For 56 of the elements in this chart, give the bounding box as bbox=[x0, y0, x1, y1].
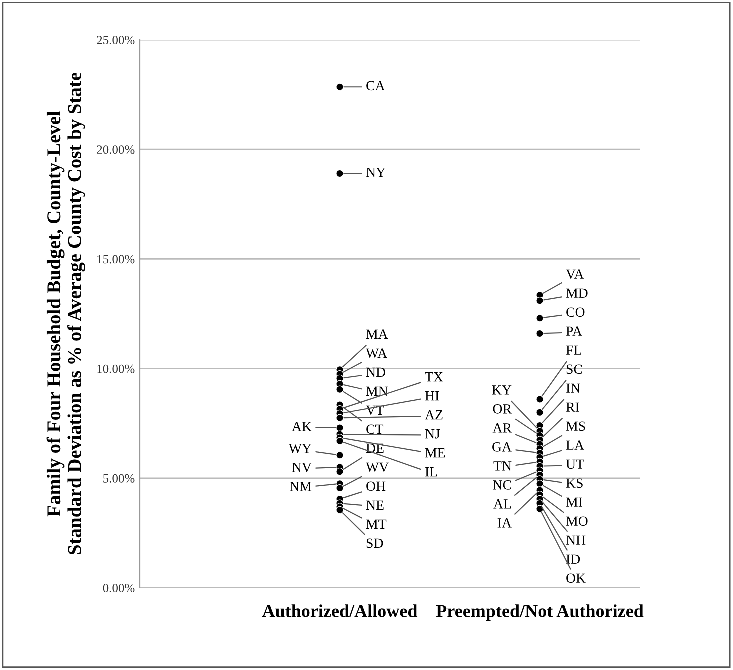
y-tick-label: 0.00% bbox=[103, 584, 135, 593]
annotation: OH bbox=[366, 482, 386, 492]
annotation: LA bbox=[566, 440, 584, 450]
annotation: KY bbox=[492, 386, 512, 395]
y-tick-label: 25.00% bbox=[97, 36, 135, 45]
y-tick-label: 5.00% bbox=[104, 474, 135, 483]
annotation: ND bbox=[366, 368, 386, 377]
annotation: OK bbox=[566, 574, 586, 584]
annotation: NV bbox=[292, 463, 312, 472]
annotation: AZ bbox=[425, 410, 443, 420]
x-tick-label: Preempted/Not Authorized bbox=[436, 604, 644, 622]
annotation: MA bbox=[366, 330, 388, 339]
annotation: NJ bbox=[425, 430, 440, 439]
annotation: ME bbox=[425, 448, 446, 458]
annotation: MD bbox=[566, 288, 588, 298]
y-tick-label: 10.00% bbox=[98, 364, 135, 374]
annotation: KS bbox=[566, 478, 583, 488]
annotation: IA bbox=[498, 518, 512, 528]
annotation: GA bbox=[492, 442, 512, 452]
x-tick-label: Authorized/Allowed bbox=[262, 604, 418, 618]
annotation: CT bbox=[366, 424, 384, 434]
annotation: AR bbox=[492, 424, 512, 433]
annotation: IN bbox=[566, 384, 580, 393]
annotation: AL bbox=[494, 500, 512, 509]
annotation: MS bbox=[566, 422, 586, 432]
annotation: VA bbox=[566, 270, 584, 280]
annotation: HI bbox=[425, 392, 440, 401]
annotation: SC bbox=[566, 364, 582, 374]
annotation: WV bbox=[366, 462, 389, 472]
annotation: NE bbox=[366, 500, 384, 510]
y-tick-label: 15.00% bbox=[98, 255, 135, 264]
annotation: NY bbox=[366, 168, 386, 178]
annotation: CO bbox=[566, 308, 585, 318]
annotation: TX bbox=[425, 372, 444, 382]
annotation: AK bbox=[292, 422, 312, 432]
annotation: PA bbox=[566, 326, 582, 336]
annotation: UT bbox=[566, 460, 584, 470]
annotation: CA bbox=[366, 81, 386, 91]
annotation: WA bbox=[366, 348, 388, 358]
y-tick-label: 20.00% bbox=[97, 146, 135, 154]
y-axis-title: Family of Four Household Budget, County-Level Standard Deviation as % of Average County Cost by State bbox=[46, 72, 86, 554]
annotation: NH bbox=[566, 536, 586, 545]
annotation: NC bbox=[493, 480, 512, 490]
annotation: MI bbox=[566, 498, 582, 507]
annotation: OR bbox=[493, 404, 512, 414]
annotation: TN bbox=[494, 462, 512, 471]
annotation: WY bbox=[288, 444, 312, 454]
annotation: ID bbox=[566, 554, 580, 564]
annotation: RI bbox=[566, 402, 580, 412]
annotation: FL bbox=[566, 346, 582, 355]
annotation: IL bbox=[426, 468, 438, 477]
annotation: SD bbox=[366, 538, 384, 548]
annotation: NM bbox=[290, 482, 312, 492]
annotation: MN bbox=[366, 386, 388, 396]
annotation: MT bbox=[366, 520, 387, 529]
annotation: MO bbox=[566, 516, 588, 526]
